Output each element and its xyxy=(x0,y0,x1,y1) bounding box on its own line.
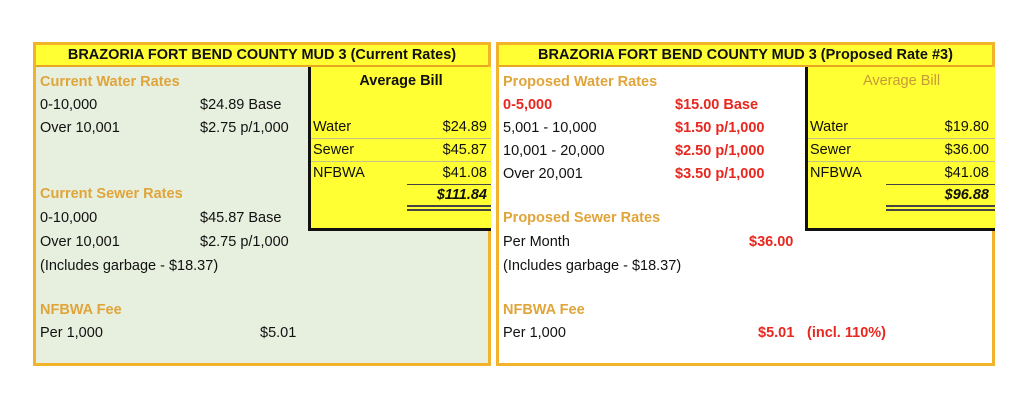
proposed-bill-label: NFBWA xyxy=(810,165,862,181)
proposed-nfbwa-value: $5.01 xyxy=(758,325,795,341)
current-nfbwa-value: $5.01 xyxy=(260,325,297,341)
current-water-rate: $24.89 Base xyxy=(200,97,282,113)
current-bill-value: $45.87 xyxy=(442,142,487,158)
current-sewer-range: 0-10,000 xyxy=(40,210,98,226)
proposed-water-rate: $3.50 p/1,000 xyxy=(675,166,765,182)
proposed-rates-panel: BRAZORIA FORT BEND COUNTY MUD 3 (Propose… xyxy=(496,42,995,366)
current-sewer-note: (Includes garbage - $18.37) xyxy=(40,258,219,274)
proposed-sewer-note: (Includes garbage - $18.37) xyxy=(503,258,682,274)
proposed-bill-value: $41.08 xyxy=(944,165,989,181)
proposed-rates-title: BRAZORIA FORT BEND COUNTY MUD 3 (Propose… xyxy=(499,45,992,67)
proposed-bill-value: $19.80 xyxy=(944,119,989,135)
proposed-average-bill-heading: Average Bill xyxy=(862,73,941,89)
current-rates-title: BRAZORIA FORT BEND COUNTY MUD 3 (Current… xyxy=(36,45,488,67)
proposed-bill-total: $96.88 xyxy=(944,187,989,203)
proposed-bill-label: Sewer xyxy=(810,142,852,158)
current-bill-label: Water xyxy=(313,119,352,135)
proposed-water-range: Over 20,001 xyxy=(503,166,583,182)
proposed-nfbwa-heading: NFBWA Fee xyxy=(503,302,585,318)
current-bill-label: NFBWA xyxy=(313,165,365,181)
current-nfbwa-heading: NFBWA Fee xyxy=(40,302,122,318)
current-water-range: Over 10,001 xyxy=(40,120,120,136)
current-nfbwa-label: Per 1,000 xyxy=(40,325,103,341)
proposed-nfbwa-note: (incl. 110%) xyxy=(807,325,886,341)
proposed-water-rate: $1.50 p/1,000 xyxy=(675,120,765,136)
proposed-sewer-label: Per Month xyxy=(503,234,570,250)
proposed-water-heading: Proposed Water Rates xyxy=(503,74,658,90)
current-sewer-range: Over 10,001 xyxy=(40,234,120,250)
proposed-nfbwa-label: Per 1,000 xyxy=(503,325,566,341)
proposed-bill-label: Water xyxy=(810,119,849,135)
proposed-bill-value: $36.00 xyxy=(944,142,989,158)
current-bill-value: $24.89 xyxy=(442,119,487,135)
current-average-bill-heading: Average Bill xyxy=(359,73,443,89)
proposed-sewer-value: $36.00 xyxy=(749,234,794,250)
current-bill-value: $41.08 xyxy=(442,165,487,181)
current-water-heading: Current Water Rates xyxy=(40,74,180,90)
current-bill-total: $111.84 xyxy=(436,187,487,203)
proposed-water-range: 0-5,000 xyxy=(503,97,553,113)
proposed-water-rate: $2.50 p/1,000 xyxy=(675,143,765,159)
current-average-bill-box: Average Bill Water $24.89 Sewer $45.87 N… xyxy=(308,67,491,231)
current-sewer-rate: $45.87 Base xyxy=(200,210,282,226)
current-water-rate: $2.75 p/1,000 xyxy=(200,120,289,136)
current-rates-panel: BRAZORIA FORT BEND COUNTY MUD 3 (Current… xyxy=(33,42,491,366)
current-water-range: 0-10,000 xyxy=(40,97,98,113)
proposed-water-range: 5,001 - 10,000 xyxy=(503,120,597,136)
current-sewer-rate: $2.75 p/1,000 xyxy=(200,234,289,250)
current-bill-label: Sewer xyxy=(313,142,355,158)
proposed-water-rate: $15.00 Base xyxy=(675,97,759,113)
current-sewer-heading: Current Sewer Rates xyxy=(40,186,183,202)
proposed-water-range: 10,001 - 20,000 xyxy=(503,143,605,159)
proposed-average-bill-box: Average Bill Water $19.80 Sewer $36.00 N… xyxy=(805,67,995,231)
proposed-sewer-heading: Proposed Sewer Rates xyxy=(503,210,661,226)
